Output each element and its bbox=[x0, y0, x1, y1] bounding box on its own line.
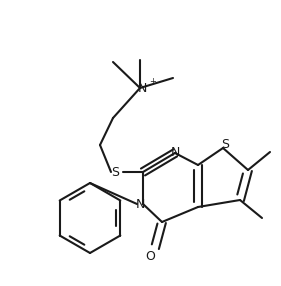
Text: O: O bbox=[145, 249, 155, 263]
Text: N: N bbox=[170, 146, 180, 160]
Text: S: S bbox=[111, 166, 119, 178]
Text: N: N bbox=[135, 198, 145, 210]
Text: S: S bbox=[221, 138, 229, 152]
Text: +: + bbox=[149, 78, 157, 86]
Text: N: N bbox=[137, 82, 147, 94]
